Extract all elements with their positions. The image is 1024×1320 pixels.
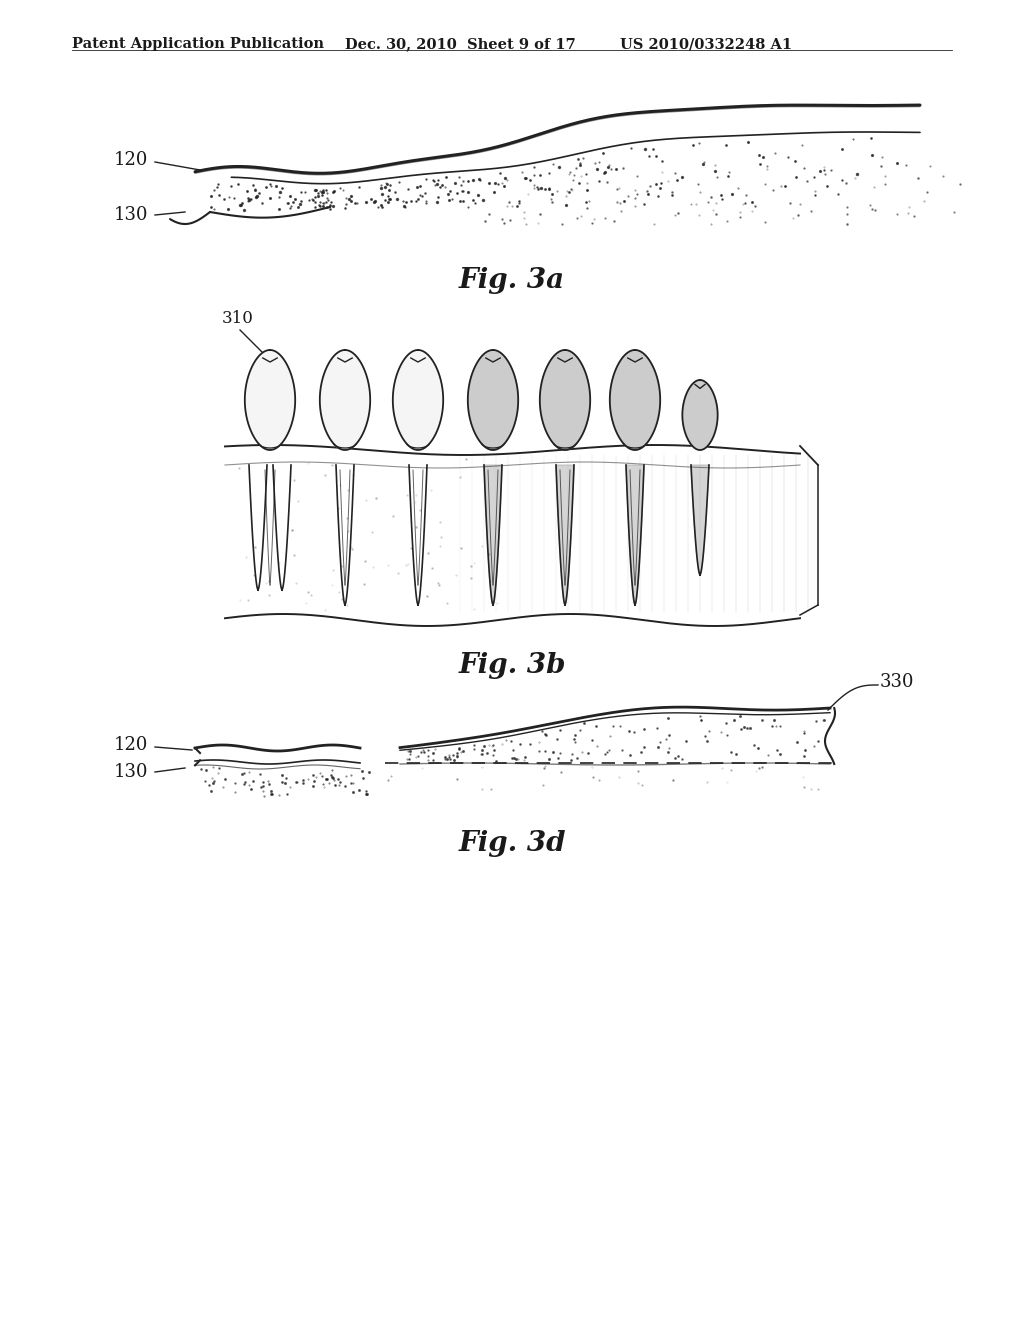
Polygon shape <box>393 350 443 450</box>
Polygon shape <box>682 380 718 450</box>
Polygon shape <box>691 465 709 576</box>
Polygon shape <box>626 465 644 605</box>
Text: Patent Application Publication: Patent Application Publication <box>72 37 324 51</box>
Polygon shape <box>245 350 295 450</box>
Text: Dec. 30, 2010  Sheet 9 of 17: Dec. 30, 2010 Sheet 9 of 17 <box>345 37 575 51</box>
Polygon shape <box>484 465 502 605</box>
Polygon shape <box>468 350 518 450</box>
Text: Fig. 3b: Fig. 3b <box>459 652 565 678</box>
Text: 310: 310 <box>222 310 254 327</box>
Text: US 2010/0332248 A1: US 2010/0332248 A1 <box>620 37 793 51</box>
Polygon shape <box>540 350 590 450</box>
Polygon shape <box>556 465 574 605</box>
Text: Fig. 3d: Fig. 3d <box>459 830 565 857</box>
Text: 120: 120 <box>114 150 148 169</box>
Text: Fig. 3a: Fig. 3a <box>459 267 565 294</box>
Polygon shape <box>610 350 660 450</box>
Text: 130: 130 <box>114 763 148 781</box>
Polygon shape <box>319 350 371 450</box>
Text: 330: 330 <box>880 673 914 690</box>
Text: 120: 120 <box>114 737 148 754</box>
Text: 130: 130 <box>114 206 148 224</box>
